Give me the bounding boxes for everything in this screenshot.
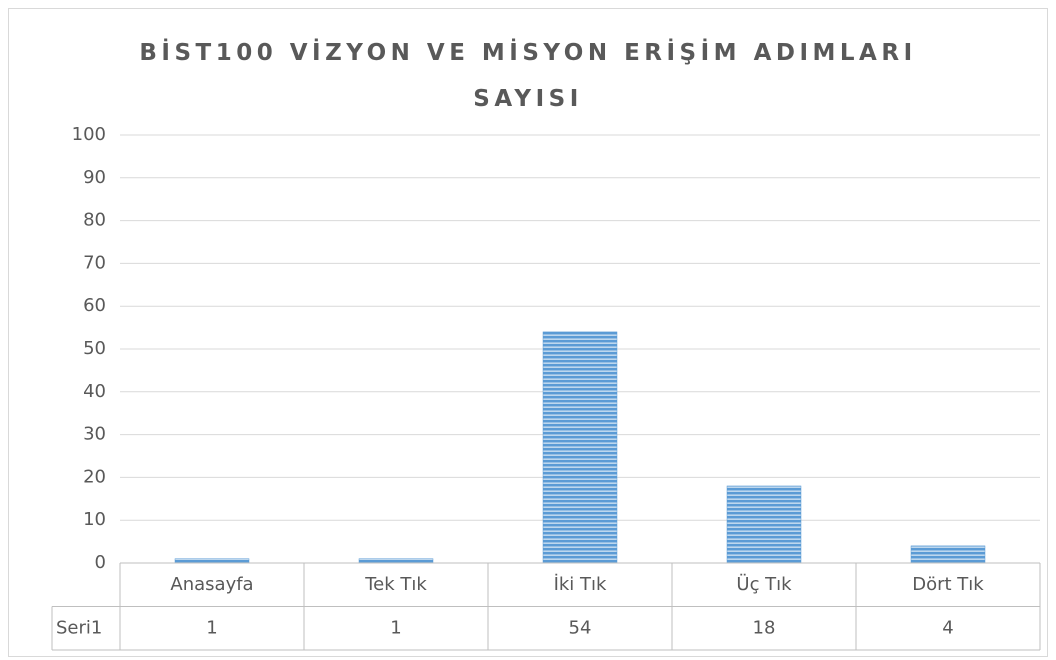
y-tick-label: 100: [72, 124, 106, 145]
data-table-value: 1: [206, 617, 217, 638]
y-tick-label: 10: [83, 509, 106, 530]
data-table-value: 18: [753, 617, 776, 638]
y-tick-label: 30: [83, 424, 106, 445]
data-table-value: 1: [390, 617, 401, 638]
x-tick-label: Dört Tık: [912, 574, 984, 595]
y-tick-label: 60: [83, 295, 106, 316]
y-tick-label: 20: [83, 466, 106, 487]
bar: [174, 558, 250, 564]
y-tick-label: 80: [83, 210, 106, 231]
data-table-value: 54: [569, 617, 592, 638]
bar: [358, 558, 434, 564]
legend-label: Seri1: [56, 617, 102, 638]
chart-border: [8, 8, 1048, 657]
x-tick-label: İki Tık: [554, 574, 607, 595]
y-tick-label: 40: [83, 381, 106, 402]
y-tick-label: 90: [83, 167, 106, 188]
chart-title: BİST100 VİZYON VE MİSYON ERİŞİM ADIMLARI…: [139, 40, 917, 112]
data-table-value: 4: [942, 617, 953, 638]
x-tick-label: Üç Tık: [736, 573, 792, 595]
bar: [726, 485, 802, 564]
bar: [910, 545, 986, 564]
bar: [542, 331, 618, 564]
x-tick-label: Tek Tık: [364, 574, 427, 595]
y-tick-label: 70: [83, 252, 106, 273]
y-tick-label: 0: [95, 552, 106, 573]
x-tick-label: Anasayfa: [170, 574, 253, 595]
y-tick-label: 50: [83, 338, 106, 359]
